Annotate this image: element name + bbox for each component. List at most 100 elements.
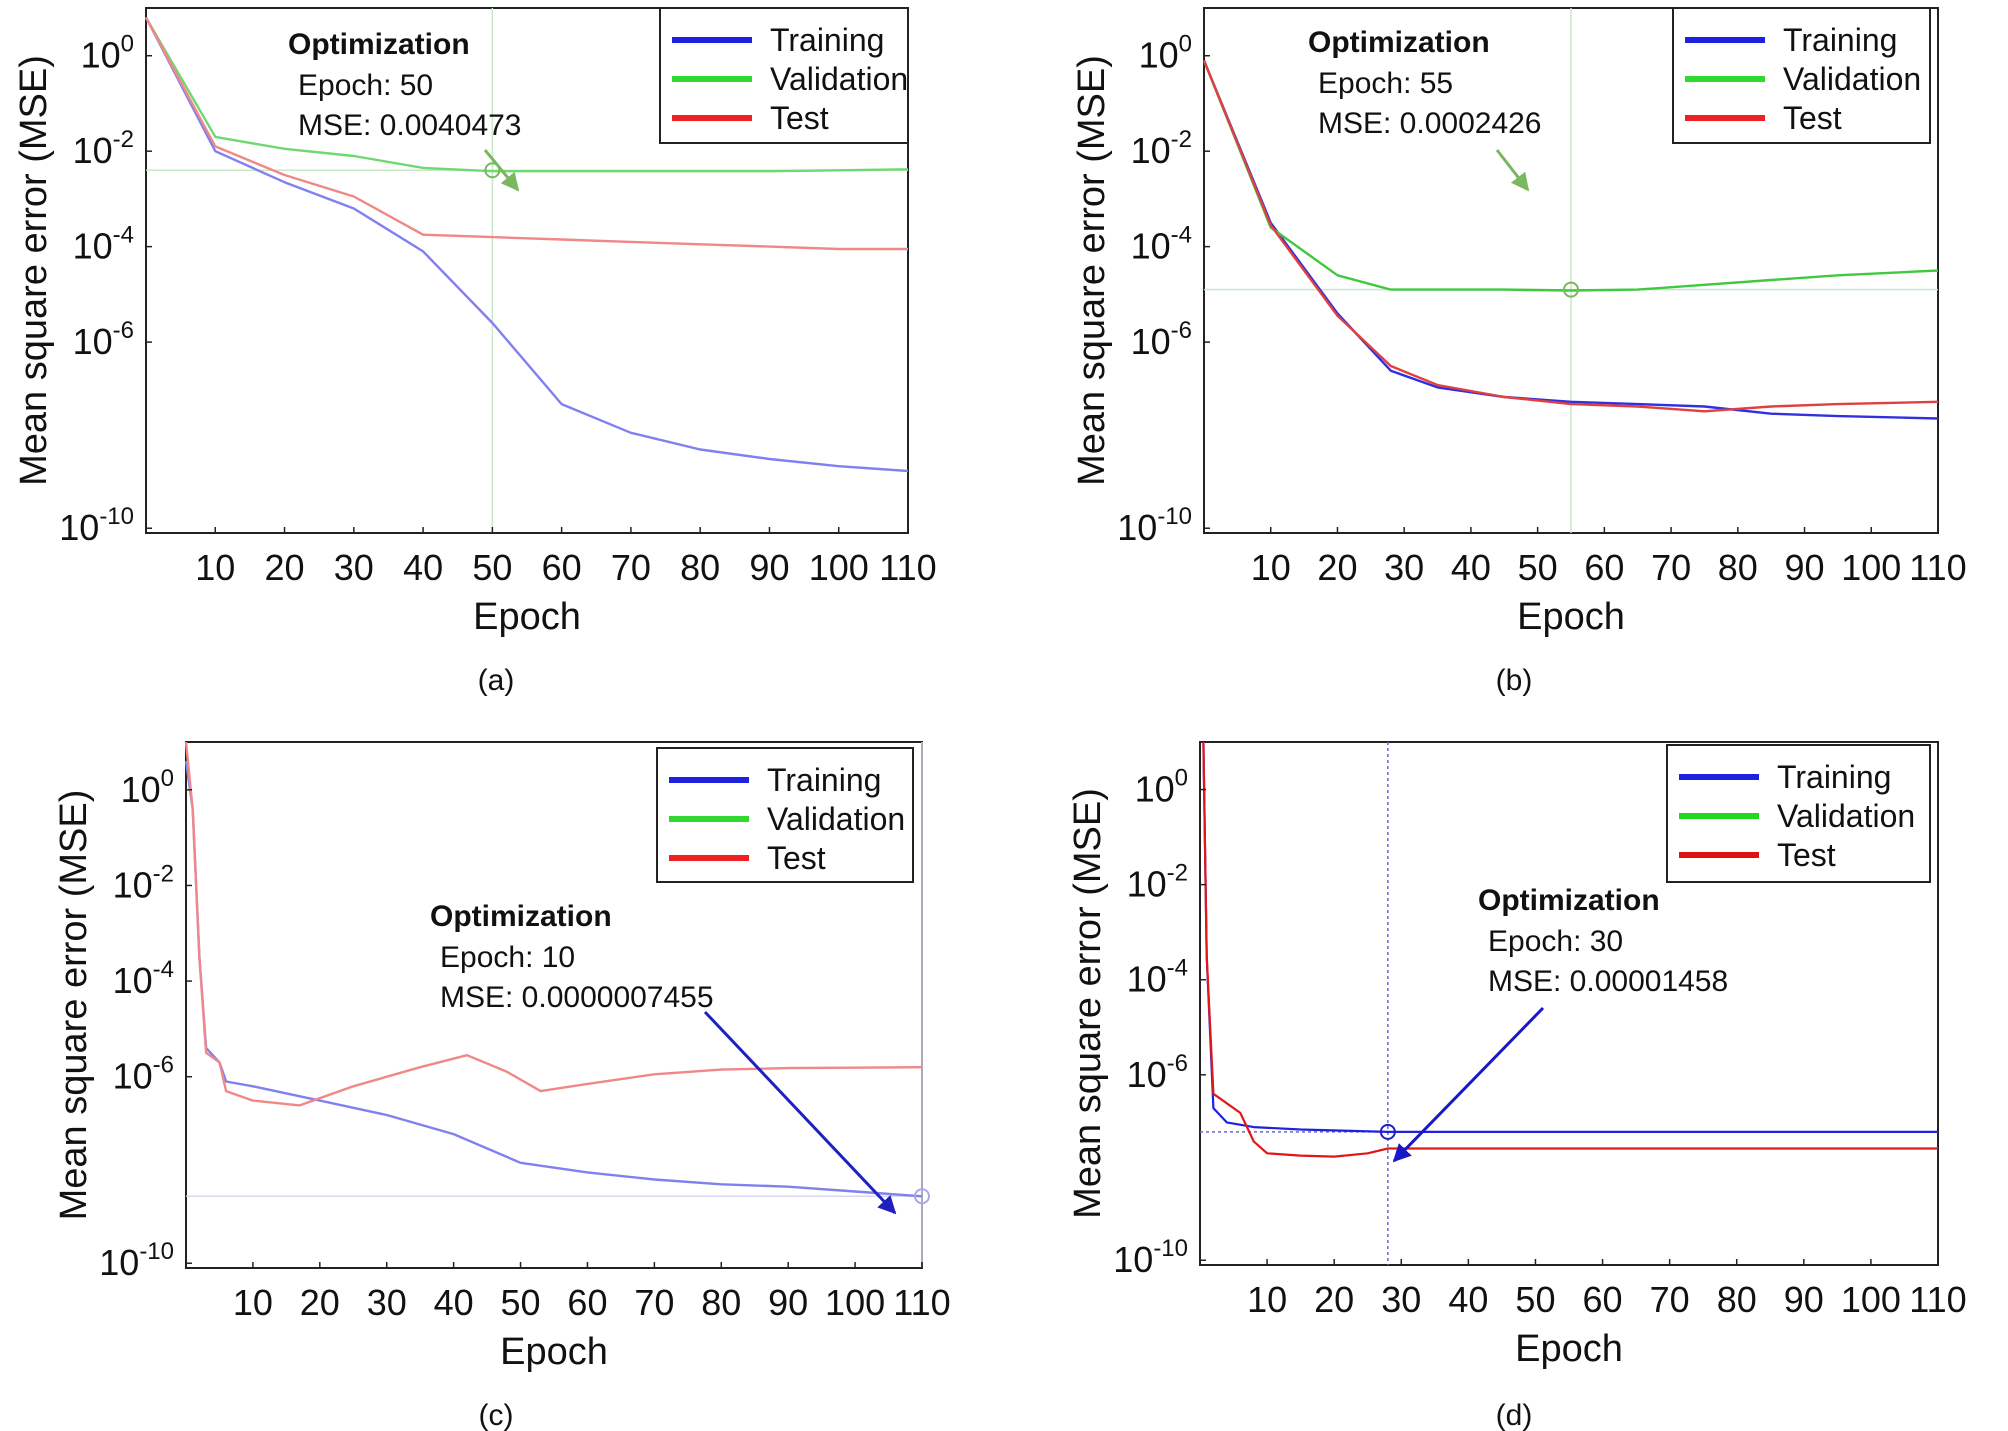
x-tick-label: 30 [334,547,374,588]
x-axis-label: Epoch [473,596,581,638]
y-tick-label: 10-4 [73,222,134,267]
y-axis-label: Mean square error (MSE) [53,790,95,1221]
y-tick-label: 10-4 [1131,222,1192,267]
x-tick-label: 100 [1841,1279,1901,1320]
x-tick-label: 50 [472,547,512,588]
x-tick-label: 30 [367,1282,407,1323]
annotation-arrow [1495,149,1530,192]
y-tick-label: 10-10 [1117,503,1192,548]
y-tick-label: 100 [81,31,134,76]
x-tick-label: 100 [809,547,869,588]
y-tick-label: 10-2 [1127,860,1188,905]
x-tick-label: 90 [768,1282,808,1323]
chart-panel-c: 10 20 30 40 50 60 70 80 90 100 11010010-210-410-61… [53,741,951,1431]
x-tick-label: 110 [1909,547,1966,588]
legend-label-validation: Validation [770,61,908,97]
legend-label-training: Training [767,762,881,798]
y-tick-label: 10-2 [73,126,134,171]
x-tick-label: 30 [1384,547,1424,588]
annotation-mse: MSE: 0.0002426 [1318,107,1542,140]
y-tick-label: 10-10 [1113,1235,1188,1280]
series-line-validation [144,16,909,173]
x-tick-label: 60 [1583,1279,1623,1320]
y-tick-label: 10-2 [113,860,174,905]
x-tick-label: 50 [1515,1279,1555,1320]
annotation-arrow [703,1010,897,1215]
y-tick-label: 100 [1139,31,1192,76]
legend-label-validation: Validation [767,801,905,837]
y-tick-label: 10-6 [1127,1050,1188,1095]
annotation-title: Optimization [1308,26,1490,59]
x-tick-label: 10 [1247,1279,1287,1320]
annotation-title: Optimization [1478,884,1660,917]
optimization-annotation: Optimization Epoch: 50 MSE: 0.0040473 [288,28,522,142]
x-tick-label: 80 [701,1282,741,1323]
best-point-marker [914,1188,930,1205]
y-tick-label: 100 [121,765,174,810]
annotation-mse: MSE: 0.0000007455 [440,981,714,1014]
x-tick-label: 100 [1841,547,1901,588]
x-tick-label: 70 [611,547,651,588]
series-line-training [144,16,909,473]
x-tick-label: 90 [1784,1279,1824,1320]
x-axis-label: Epoch [1515,1328,1623,1370]
x-tick-label: 40 [1448,1279,1488,1320]
annotation-arrow [1392,1006,1545,1163]
x-tick-label: 50 [1518,547,1558,588]
legend-label-validation: Validation [1777,798,1915,834]
series-line-validation [1202,60,1939,292]
x-tick-label: 20 [265,547,305,588]
x-tick-label: 70 [634,1282,674,1323]
x-tick-label: 10 [195,547,235,588]
x-tick-label: 40 [1451,547,1491,588]
x-tick-label: 50 [501,1282,541,1323]
x-tick-label: 20 [1317,547,1357,588]
y-axis-label: Mean square error (MSE) [1067,788,1109,1219]
optimization-annotation: Optimization Epoch: 10 MSE: 0.0000007455 [430,900,714,1014]
annotation-epoch: Epoch: 50 [298,69,433,102]
x-tick-label: 40 [434,1282,474,1323]
annotation-arrow [483,149,520,192]
y-axis-label: Mean square error (MSE) [1071,55,1113,486]
series-line-test [1202,60,1939,413]
x-tick-label: 60 [567,1282,607,1323]
x-tick-label: 80 [1718,547,1758,588]
chart-panel-a: 10 20 30 40 50 60 70 80 90 100 11010010-210-410-61… [13,7,937,697]
panel-caption: (d) [1496,1399,1533,1431]
x-tick-label: 20 [1314,1279,1354,1320]
best-point-marker [1379,1123,1396,1140]
annotation-mse: MSE: 0.0040473 [298,109,522,142]
y-tick-label: 10-10 [99,1238,174,1283]
best-point-marker [1563,281,1579,298]
legend-label-test: Test [767,840,826,876]
y-tick-label: 10-6 [113,1052,174,1097]
best-point-marker [484,162,501,179]
x-tick-label: 10 [1251,547,1291,588]
legend-label-training: Training [1783,22,1897,58]
panel-caption: (a) [478,664,515,697]
x-axis-label: Epoch [1517,596,1625,638]
chart-panel-b: 10 20 30 40 50 60 70 80 90 100 11010010-210-410-61… [1071,7,1967,697]
annotation-title: Optimization [430,900,612,933]
chart-panel-d: 10 20 30 40 50 60 70 80 90 100 11010010-210-410-61… [1067,741,1967,1431]
x-axis-label: Epoch [500,1331,608,1373]
x-tick-label: 10 [233,1282,273,1323]
y-tick-label: 10-4 [113,956,174,1001]
series-line-test [1202,741,1938,1158]
y-axis-label: Mean square error (MSE) [13,55,55,486]
x-tick-label: 20 [300,1282,340,1323]
x-tick-label: 70 [1650,1279,1690,1320]
x-tick-label: 110 [879,547,936,588]
optimization-annotation: Optimization Epoch: 55 MSE: 0.0002426 [1308,26,1542,140]
annotation-epoch: Epoch: 55 [1318,67,1453,100]
legend-label-test: Test [1783,100,1842,136]
x-tick-label: 80 [1717,1279,1757,1320]
x-tick-label: 30 [1381,1279,1421,1320]
y-tick-label: 100 [1135,765,1188,810]
annotation-epoch: Epoch: 10 [440,941,575,974]
panel-caption: (c) [479,1399,514,1431]
